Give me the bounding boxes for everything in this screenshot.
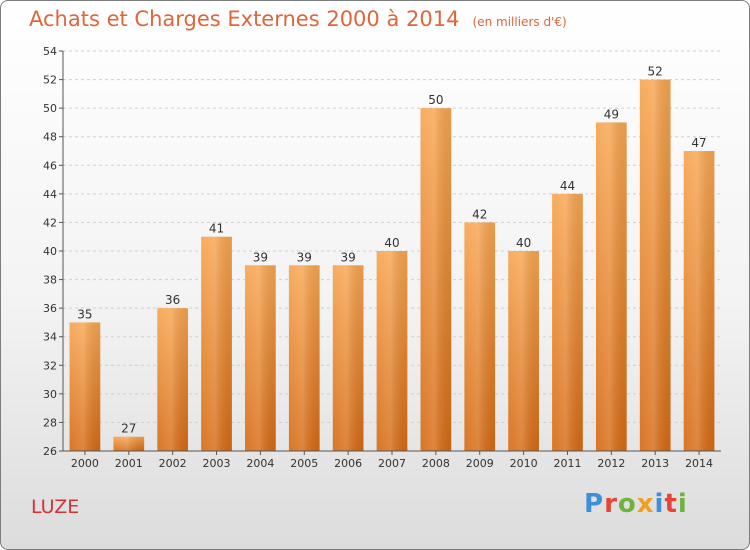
bar-shine <box>288 265 320 451</box>
x-tick-label: 2002 <box>159 457 187 470</box>
x-tick-label: 2007 <box>378 457 406 470</box>
bar-shine <box>69 322 101 451</box>
x-tick-label: 2004 <box>246 457 274 470</box>
bar-value-label: 41 <box>209 222 224 236</box>
y-tick-label: 44 <box>43 188 57 201</box>
bar-shine <box>420 108 452 452</box>
x-tick-label: 2005 <box>290 457 318 470</box>
chart-subtitle: (en milliers d'€) <box>472 15 567 29</box>
x-tick-label: 2012 <box>597 457 625 470</box>
bar-value-label: 39 <box>253 250 268 264</box>
y-tick-label: 50 <box>43 102 57 115</box>
y-tick-label: 48 <box>43 131 57 144</box>
x-tick-label: 2003 <box>203 457 231 470</box>
place-name: LUZE <box>31 496 80 518</box>
bar-shine <box>552 193 583 451</box>
chart-title: Achats et Charges Externes 2000 à 2014 <box>29 7 460 31</box>
x-tick-label: 2010 <box>510 457 538 470</box>
bar-value-label: 47 <box>691 136 706 150</box>
bar-shine <box>332 265 364 451</box>
title-row: Achats et Charges Externes 2000 à 2014 (… <box>29 7 567 31</box>
bar-value-label: 35 <box>77 307 92 321</box>
y-tick-label: 42 <box>43 216 57 229</box>
x-tick-label: 2013 <box>641 457 669 470</box>
bar-value-label: 36 <box>165 293 180 307</box>
bar-value-label: 39 <box>297 250 312 264</box>
y-tick-label: 32 <box>43 359 57 372</box>
proxiti-logo: Proxiti <box>584 489 688 519</box>
bar-shine <box>464 222 496 451</box>
y-tick-label: 38 <box>43 274 57 287</box>
bar-shine <box>157 308 189 451</box>
y-tick-label: 54 <box>43 45 57 58</box>
axis-layer: 26 28 30 32 34 36 38 40 42 44 46 48 50 52 54 2000 2001 20… <box>43 45 721 470</box>
x-tick-label: 2008 <box>422 457 450 470</box>
bar-shine <box>376 251 408 451</box>
bar-value-label: 42 <box>472 207 487 221</box>
bar-value-label: 44 <box>560 179 575 193</box>
y-tick-label: 36 <box>43 302 57 315</box>
bar-value-label: 40 <box>516 236 531 250</box>
bar-shine <box>683 151 715 451</box>
bar-shine <box>508 251 539 451</box>
logo-letter: x <box>636 489 655 519</box>
x-tick-label: 2009 <box>466 457 494 470</box>
bar-shine <box>201 236 232 451</box>
x-tick-label: 2011 <box>553 457 581 470</box>
y-tick-label: 34 <box>43 331 57 344</box>
logo-letter: P <box>584 489 605 519</box>
y-tick-label: 28 <box>43 416 57 429</box>
bars-layer: 35 27 36 41 39 39 39 40 50 42 40 44 49 52 47 <box>69 65 715 452</box>
y-tick-label: 26 <box>43 445 57 458</box>
y-tick-label: 52 <box>43 74 57 87</box>
bar-value-label: 39 <box>340 250 355 264</box>
logo-letter: o <box>617 489 637 519</box>
bar-value-label: 49 <box>604 107 619 121</box>
logo-letter: r <box>604 489 618 519</box>
y-tick-label: 40 <box>43 245 57 258</box>
logo-letter: i <box>654 489 665 519</box>
logo-letter: t <box>664 489 678 519</box>
bar-value-label: 40 <box>384 236 399 250</box>
x-tick-label: 2006 <box>334 457 362 470</box>
bar-shine <box>639 79 671 452</box>
logo-letter: i <box>677 489 688 519</box>
y-tick-label: 46 <box>43 159 57 172</box>
y-tick-label: 30 <box>43 388 57 401</box>
bar-shine <box>595 122 627 451</box>
bar-shine <box>245 265 276 451</box>
x-tick-label: 2014 <box>685 457 713 470</box>
bar-value-label: 50 <box>428 93 443 107</box>
bar-value-label: 52 <box>648 65 663 79</box>
x-tick-label: 2001 <box>115 457 143 470</box>
x-tick-label: 2000 <box>71 457 99 470</box>
bar-value-label: 27 <box>121 422 136 436</box>
bar-shine <box>113 436 145 451</box>
